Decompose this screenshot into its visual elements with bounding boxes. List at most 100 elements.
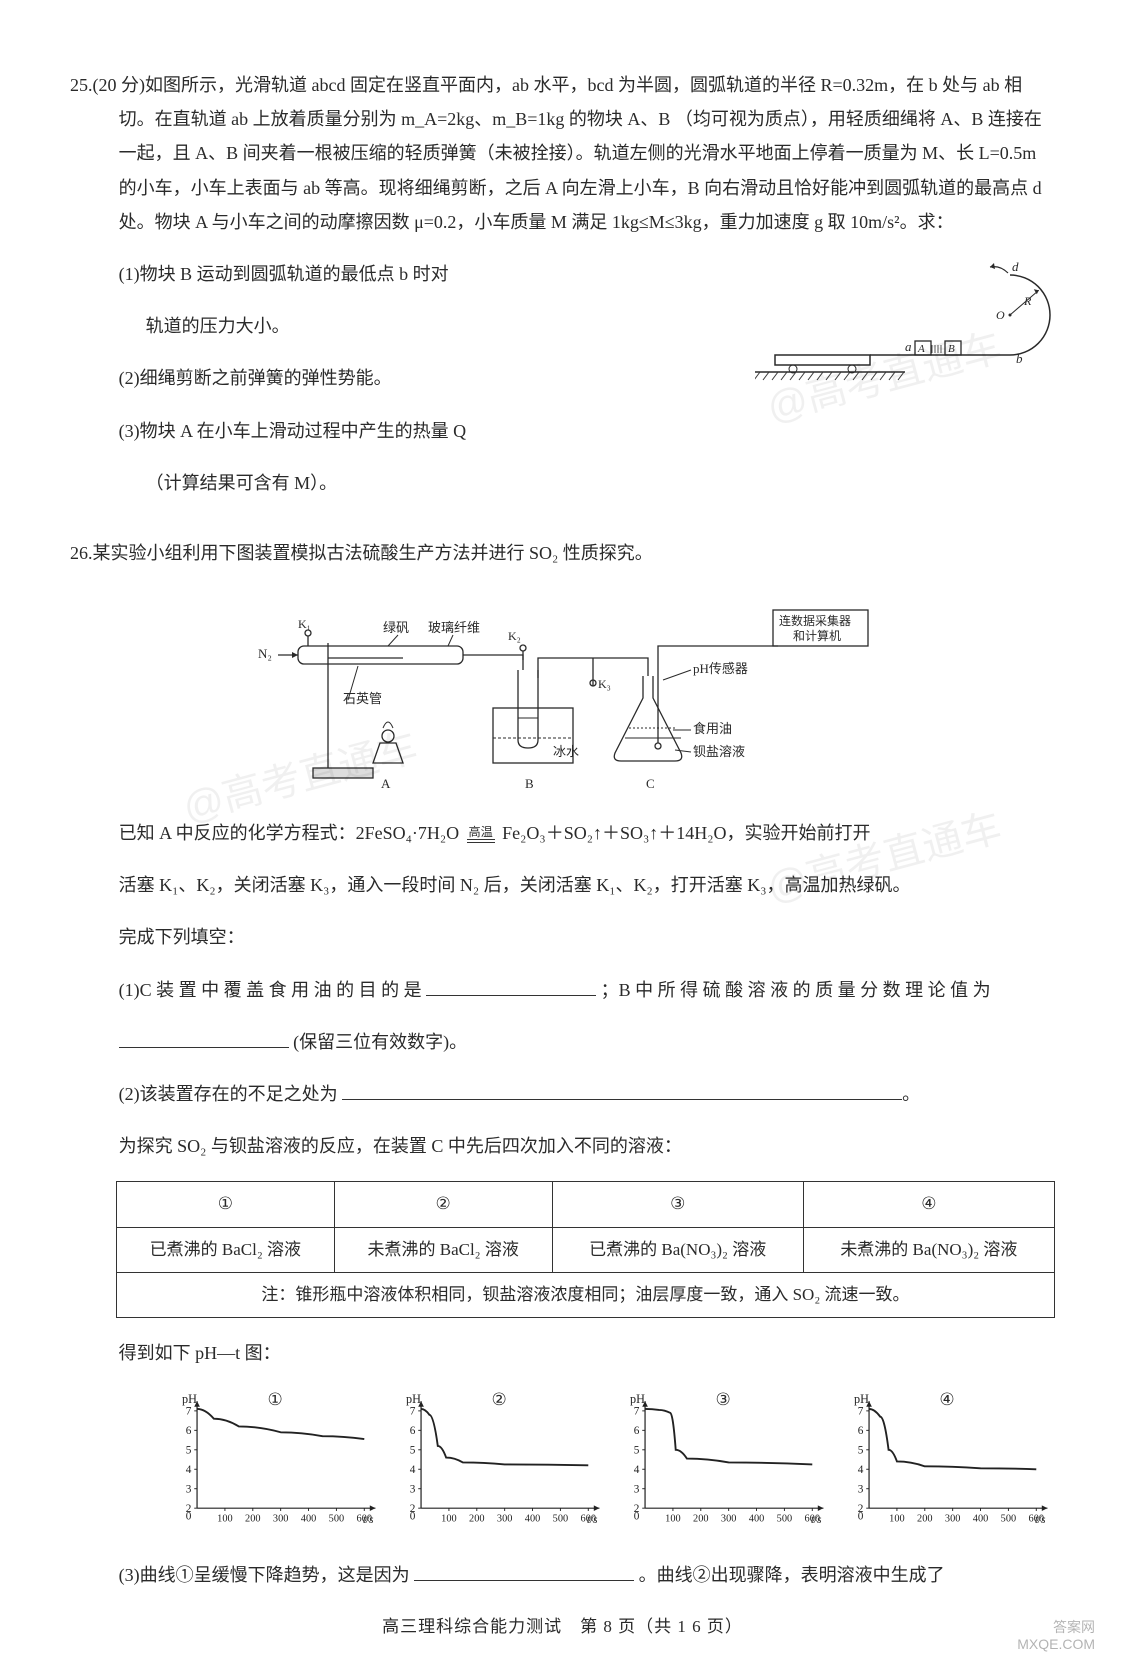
svg-text:400: 400 — [301, 1514, 316, 1525]
table-header-row: ① ② ③ ④ — [116, 1182, 1054, 1227]
q26-eq-pre: 已知 A 中反应的化学方程式：2FeSO₄·7H₂O — [119, 823, 460, 843]
svg-text:食用油: 食用油 — [693, 721, 732, 736]
svg-text:6: 6 — [858, 1426, 864, 1438]
svg-text:7: 7 — [858, 1406, 864, 1418]
chart-3-num: ③ — [715, 1384, 730, 1416]
svg-text:100: 100 — [441, 1514, 456, 1525]
svg-text:7: 7 — [410, 1406, 416, 1418]
svg-text:4: 4 — [634, 1464, 640, 1476]
svg-text:绿矾: 绿矾 — [383, 620, 409, 635]
table-row: 已煮沸的 BaCl₂ 溶液 未煮沸的 BaCl₂ 溶液 已煮沸的 Ba(NO₃)… — [116, 1227, 1054, 1272]
question-25: 25.(20 分)如图所示，光滑轨道 abcd 固定在竖直平面内，ab 水平，b… — [70, 68, 1055, 518]
q26-equation-line: 已知 A 中反应的化学方程式：2FeSO₄·7H₂O 高温 Fe₂O₃＋SO₂↑… — [70, 816, 1055, 850]
q25-part3-line1: (3)物块 A 在小车上滑动过程中产生的热量 Q — [70, 414, 1055, 448]
svg-text:5: 5 — [634, 1445, 640, 1457]
svg-text:O: O — [996, 308, 1005, 322]
q26-graph-intro: 得到如下 pH—t 图： — [70, 1336, 1055, 1370]
svg-text:连数据采集器: 连数据采集器 — [779, 613, 851, 628]
svg-text:b: b — [1016, 351, 1023, 366]
svg-text:A: A — [381, 776, 391, 791]
svg-text:200: 200 — [693, 1514, 708, 1525]
q25-diagram: aABbcdOR — [755, 257, 1055, 407]
svg-text:300: 300 — [721, 1514, 736, 1525]
svg-text:a: a — [905, 339, 912, 354]
chart-1-num: ① — [268, 1384, 283, 1416]
q25-number: 25. — [70, 75, 93, 95]
q26-p1-c: (保留三位有效数字)。 — [293, 1032, 467, 1052]
table-cell-4: 未煮沸的 Ba(NO₃)₂ 溶液 — [803, 1227, 1054, 1272]
chart-2: ② 2345670100200300400500600pHt/s — [391, 1388, 607, 1540]
corner-logo: 答案网 MXQE.COM — [1017, 1619, 1095, 1653]
blank-deficiency[interactable] — [342, 1079, 902, 1100]
corner-logo-l1: 答案网 — [1017, 1619, 1095, 1636]
q26-number: 26. — [70, 543, 93, 563]
q26-eq-arrow: 高温 — [467, 826, 495, 844]
table-note-row: 注：锥形瓶中溶液体积相同，钡盐溶液浓度相同；油层厚度一致，通入 SO₂ 流速一致… — [116, 1272, 1054, 1317]
svg-text:pH: pH — [406, 1392, 421, 1406]
table-head-4: ④ — [803, 1182, 1054, 1227]
chart-3: ③ 2345670100200300400500600pHt/s — [615, 1388, 831, 1540]
chart-1: ① 2345670100200300400500600pHt/s — [167, 1388, 383, 1540]
svg-text:400: 400 — [973, 1514, 988, 1525]
svg-text:B: B — [525, 776, 534, 791]
svg-text:300: 300 — [945, 1514, 960, 1525]
blank-mass-fraction[interactable] — [119, 1027, 289, 1048]
svg-text:3: 3 — [186, 1484, 192, 1496]
q26-apparatus: 石英管N₂K₁绿矾玻璃纤维AK₂冰水BK₃食用油钡盐溶液CpH传感器连数据采集器… — [253, 588, 873, 798]
q25-points: (20 分) — [93, 75, 146, 95]
svg-text:200: 200 — [245, 1514, 260, 1525]
svg-text:6: 6 — [410, 1426, 416, 1438]
svg-text:5: 5 — [410, 1445, 416, 1457]
svg-text:4: 4 — [186, 1464, 192, 1476]
q26-fill-heading: 完成下列填空： — [70, 920, 1055, 954]
svg-text:t/s: t/s — [1035, 1515, 1046, 1527]
svg-text:K₃: K₃ — [598, 677, 611, 691]
chart-4: ④ 2345670100200300400500600pHt/s — [839, 1388, 1055, 1540]
svg-text:N₂: N₂ — [258, 646, 272, 661]
svg-text:pH: pH — [630, 1392, 645, 1406]
svg-text:400: 400 — [749, 1514, 764, 1525]
svg-text:d: d — [1012, 259, 1019, 274]
q26-midline: 为探究 SO₂ 与钡盐溶液的反应，在装置 C 中先后四次加入不同的溶液： — [70, 1129, 1055, 1163]
svg-text:300: 300 — [273, 1514, 288, 1525]
q26-eq-line2: 活塞 K₁、K₂，关闭活塞 K₃，通入一段时间 N₂ 后，关闭活塞 K₁、K₂，… — [70, 868, 1055, 902]
svg-text:冰水: 冰水 — [553, 744, 579, 759]
svg-text:400: 400 — [525, 1514, 540, 1525]
svg-text:500: 500 — [329, 1514, 344, 1525]
svg-text:5: 5 — [858, 1445, 864, 1457]
table-head-3: ③ — [552, 1182, 803, 1227]
page-footer: 高三理科综合能力测试 第 8 页（共 1 6 页） — [70, 1611, 1055, 1643]
svg-text:A: A — [917, 343, 925, 355]
question-26: 26.某实验小组利用下图装置模拟古法硫酸生产方法并进行 SO₂ 性质探究。 石英… — [70, 536, 1055, 1593]
svg-text:6: 6 — [634, 1426, 640, 1438]
svg-text:t/s: t/s — [811, 1515, 822, 1527]
svg-text:6: 6 — [186, 1426, 192, 1438]
blank-oil-purpose[interactable] — [426, 975, 596, 996]
corner-logo-l2: MXQE.COM — [1017, 1636, 1095, 1653]
svg-text:B: B — [948, 343, 955, 355]
svg-text:4: 4 — [410, 1464, 416, 1476]
q26-body: 某实验小组利用下图装置模拟古法硫酸生产方法并进行 SO₂ 性质探究。 — [93, 543, 653, 563]
svg-text:200: 200 — [469, 1514, 484, 1525]
table-cell-3: 已煮沸的 Ba(NO₃)₂ 溶液 — [552, 1227, 803, 1272]
blank-curve1-reason[interactable] — [414, 1561, 634, 1582]
q26-stem: 26.某实验小组利用下图装置模拟古法硫酸生产方法并进行 SO₂ 性质探究。 — [70, 536, 1055, 570]
svg-text:pH: pH — [182, 1392, 197, 1406]
svg-text:3: 3 — [410, 1484, 416, 1496]
table-note: 注：锥形瓶中溶液体积相同，钡盐溶液浓度相同；油层厚度一致，通入 SO₂ 流速一致… — [116, 1272, 1054, 1317]
svg-text:500: 500 — [1001, 1514, 1016, 1525]
svg-text:K₁: K₁ — [298, 617, 311, 631]
q26-part2: (2)该装置存在的不足之处为 。 — [70, 1077, 1055, 1111]
svg-text:200: 200 — [917, 1514, 932, 1525]
q26-eq-condition: 高温 — [469, 826, 493, 838]
q26-part1: (1)C 装 置 中 覆 盖 食 用 油 的 目 的 是 ；B 中 所 得 硫 … — [70, 973, 1055, 1007]
q25-stem: 25.(20 分)如图所示，光滑轨道 abcd 固定在竖直平面内，ab 水平，b… — [70, 68, 1055, 239]
q26-p3-a: (3)曲线①呈缓慢下降趋势，这是因为 — [119, 1565, 410, 1585]
q26-table: ① ② ③ ④ 已煮沸的 BaCl₂ 溶液 未煮沸的 BaCl₂ 溶液 已煮沸的… — [116, 1181, 1055, 1318]
svg-text:钡盐溶液: 钡盐溶液 — [693, 744, 745, 759]
svg-text:R: R — [1023, 294, 1032, 308]
table-cell-2: 未煮沸的 BaCl₂ 溶液 — [334, 1227, 552, 1272]
svg-text:100: 100 — [217, 1514, 232, 1525]
q26-p1-a: (1)C 装 置 中 覆 盖 食 用 油 的 目 的 是 — [119, 980, 422, 1000]
svg-text:4: 4 — [858, 1464, 864, 1476]
